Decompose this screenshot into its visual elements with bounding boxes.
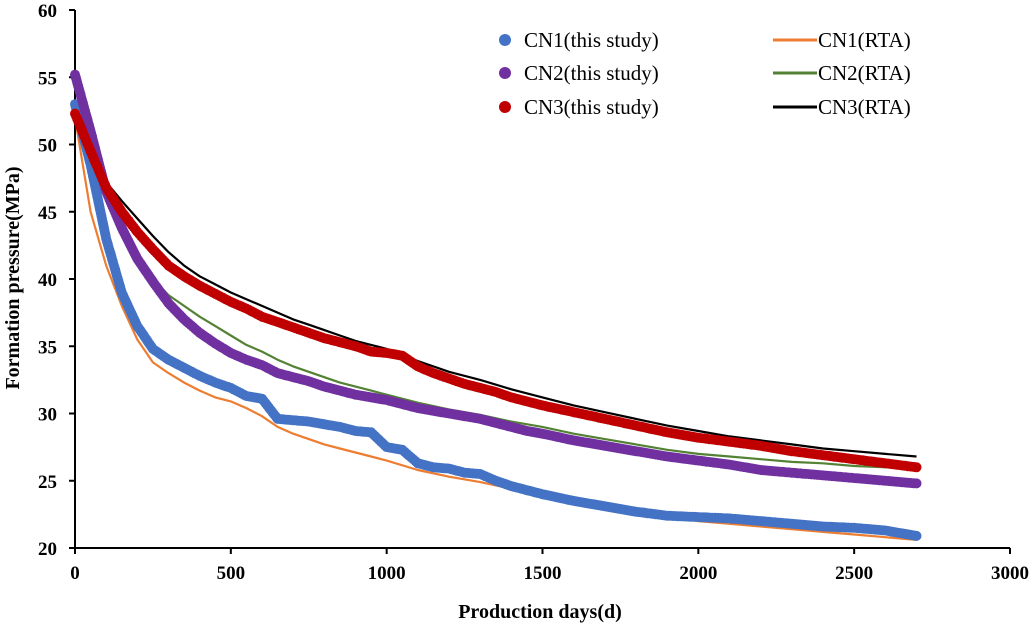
- data-point: [911, 478, 922, 489]
- y-tick-label: 35: [38, 337, 57, 358]
- legend-label-cn2-rta: CN2(RTA): [818, 61, 911, 85]
- legend-label-cn1-this-study: CN1(this study): [524, 28, 659, 52]
- legend-marker-cn3-this-study: [499, 101, 511, 113]
- y-ticks: 20 25 30 35 40 45 50 55 60: [38, 1, 75, 560]
- y-tick-label: 30: [38, 405, 57, 426]
- y-tick-label: 55: [38, 68, 57, 89]
- x-tick-label: 2000: [679, 563, 717, 584]
- legend-label-cn1-rta: CN1(RTA): [818, 28, 911, 52]
- legend-marker-cn2-this-study: [499, 67, 511, 79]
- y-axis-title: Formation pressure(MPa): [2, 166, 24, 389]
- y-tick-label: 40: [38, 270, 57, 291]
- y-tick-label: 25: [38, 472, 57, 493]
- series-cn1-rta-line: [73, 117, 917, 541]
- legend-marker-cn1-this-study: [499, 34, 511, 46]
- legend: CN1(this study) CN2(this study) CN3(this s…: [499, 28, 911, 119]
- legend-label-cn3-rta: CN3(RTA): [818, 95, 911, 119]
- legend-label-cn2-this-study: CN2(this study): [524, 61, 659, 85]
- y-tick-label: 45: [38, 203, 57, 224]
- data-point: [911, 530, 922, 541]
- data-point: [911, 462, 922, 473]
- legend-label-cn3-this-study: CN3(this study): [524, 95, 659, 119]
- series-cn1-this-study: [70, 99, 922, 541]
- series-cn2-rta-line: [73, 83, 917, 470]
- y-tick-label: 50: [38, 136, 57, 157]
- x-tick-label: 1000: [368, 563, 406, 584]
- study-series: [70, 69, 922, 541]
- x-tick-label: 500: [217, 563, 246, 584]
- y-tick-label: 20: [38, 539, 57, 560]
- series-cn3-this-study: [70, 108, 922, 473]
- y-tick-label: 60: [38, 1, 57, 22]
- x-tick-label: 2500: [835, 563, 873, 584]
- series-cn3-rta-line: [74, 110, 917, 458]
- rta-series: [73, 83, 917, 541]
- x-ticks: 0 500 1000 1500 2000 2500 3000: [70, 548, 1029, 584]
- x-axis-title: Production days(d): [458, 601, 622, 623]
- x-tick-label: 3000: [991, 563, 1029, 584]
- x-tick-label: 0: [70, 563, 80, 584]
- x-tick-label: 1500: [524, 563, 562, 584]
